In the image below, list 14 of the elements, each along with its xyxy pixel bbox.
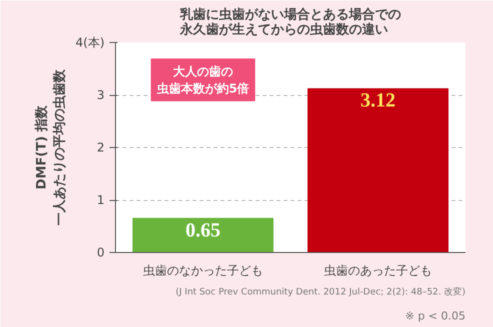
y-tick-label: 4(本) <box>76 36 104 50</box>
y-tick-label: 2 <box>96 140 105 154</box>
chart-title: 乳歯に虫歯がない場合とある場合での永久歯が生えてからの虫歯数の違い <box>179 6 401 38</box>
text: (J Int Soc Prev Community Dent. 2012 Jul-Dec; 2(2): 48–52. 改変) <box>176 286 466 298</box>
y-tick-label: 1 <box>96 193 105 207</box>
x-tick-label: 虫歯のあった子ども <box>324 264 432 278</box>
data-label: 3.12 <box>360 90 396 112</box>
y-tick-label: 0 <box>96 246 105 260</box>
annotation: 大人の歯の虫歯本数が約5倍 <box>156 64 250 96</box>
data-label: 0.65 <box>186 219 220 242</box>
x-tick-label: 虫歯のなかった子ども <box>143 264 263 278</box>
text: ※ p < 0.05 <box>405 310 466 322</box>
y-tick-label: 3 <box>96 88 105 102</box>
y-axis-title: DMF(T) 指数一人あたりの平均の虫歯数 <box>34 68 68 226</box>
